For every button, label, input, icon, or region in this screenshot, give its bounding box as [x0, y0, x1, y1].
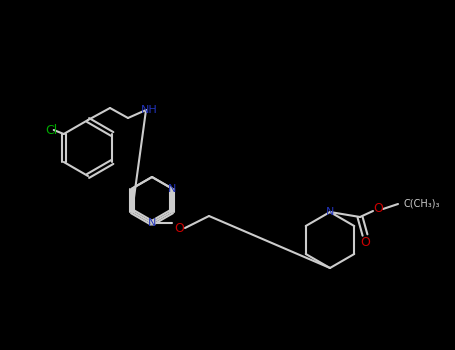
Text: N: N — [168, 183, 176, 194]
Text: O: O — [174, 222, 184, 235]
Text: N: N — [148, 218, 156, 228]
Text: Cl: Cl — [46, 124, 58, 136]
Text: NH: NH — [141, 105, 157, 115]
Text: O: O — [373, 203, 383, 216]
Text: O: O — [360, 236, 370, 248]
Text: N: N — [326, 207, 334, 217]
Text: C(CH₃)₃: C(CH₃)₃ — [403, 199, 440, 209]
